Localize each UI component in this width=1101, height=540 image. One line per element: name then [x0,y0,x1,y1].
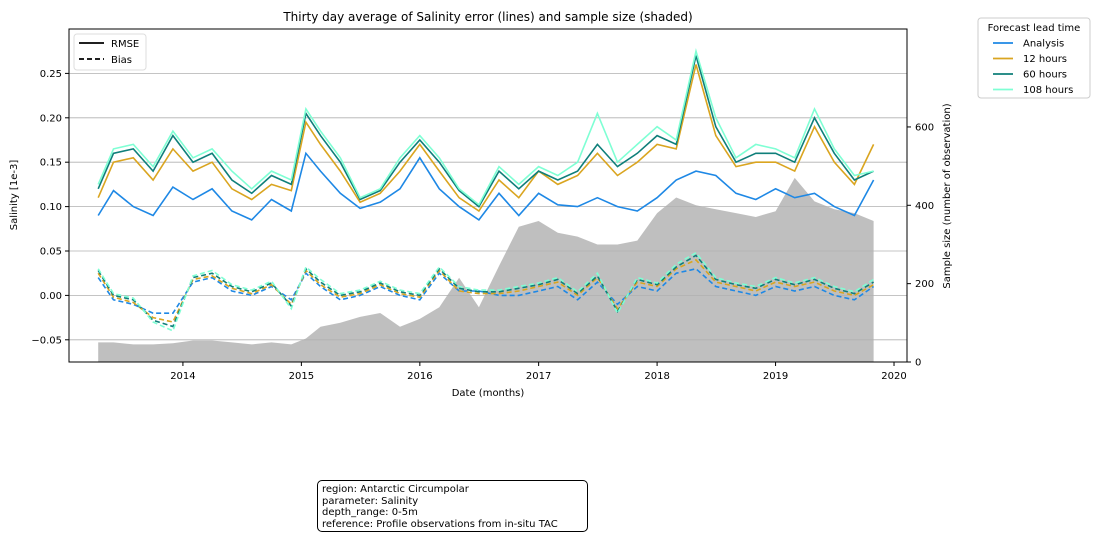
x-tick-label: 2017 [526,371,551,382]
info-depth-range: depth_range: 0-5m [322,507,418,518]
sample-size-fill [98,177,874,362]
metric-legend: RMSE Bias [73,33,147,71]
legend-label: 60 hours [1023,70,1067,81]
rmse-line-12-hours [97,64,875,213]
x-tick-label: 2016 [407,371,432,382]
y2-tick-label: 200 [915,279,934,290]
info-parameter: parameter: Salinity [322,495,419,507]
x-axis-label: Date (months) [452,388,525,399]
y-tick-label: 0.10 [40,202,62,213]
y-tick-label: 0.15 [40,158,62,169]
x-tick-label: 2018 [644,371,669,382]
gridlines [69,73,907,341]
x-tick-label: 2019 [763,371,788,382]
legend-label: 12 hours [1023,54,1067,65]
y-tick-label: 0.25 [40,69,62,80]
bias-line-12-hours [97,258,874,323]
y-tick-label: −0.05 [31,335,62,346]
chart-title: Thirty day average of Salinity error (li… [282,10,692,24]
y2-tick-label: 0 [915,358,921,369]
metadata-box: region: Antarctic Circumpolar parameter:… [317,480,588,532]
y-tick-label: 0.00 [40,291,62,302]
rmse-line-60-hours [97,55,874,208]
lead-legend-items: Analysis 12 hours 60 hours 108 hours [993,39,1073,96]
x-tick-label: 2015 [289,371,314,382]
lead-time-legend: Forecast lead time Analysis 12 hours 60 ho… [977,17,1091,99]
info-reference: reference: Profile observations from in-… [322,518,558,530]
y2-tick-label: 400 [915,201,934,212]
y-axis-ticks: −0.05 0.00 0.05 0.10 0.15 0.20 0.25 [31,69,69,346]
y-tick-label: 0.20 [40,113,62,124]
series-lines [97,48,875,332]
legend-rmse-label: RMSE [111,39,139,50]
sample-size-area [98,177,874,362]
x-tick-label: 2020 [881,371,906,382]
legend-bias-label: Bias [111,55,132,66]
legend-label: 108 hours [1023,85,1073,96]
x-axis-ticks: 2014 2015 2016 2017 2018 2019 2020 [170,362,907,382]
lead-legend-frame [977,17,1091,99]
y-axis-label: Salinity [1e-3] [9,160,20,231]
y2-axis-ticks: 0 200 400 600 [907,122,934,369]
lead-legend-title: Forecast lead time [988,23,1081,34]
y-tick-label: 0.05 [40,247,62,258]
plot-frame [68,28,908,363]
info-region: region: Antarctic Circumpolar [322,484,469,495]
rmse-line-analysis [97,151,875,221]
bias-line-60-hours [97,254,875,328]
rmse-line-108-hours [97,48,874,207]
y2-tick-label: 600 [915,122,934,133]
x-tick-label: 2014 [170,371,195,382]
bias-line-108-hours [97,251,875,332]
legend-label: Analysis [1023,39,1064,50]
y2-axis-label: Sample size (number of observation) [942,103,953,288]
